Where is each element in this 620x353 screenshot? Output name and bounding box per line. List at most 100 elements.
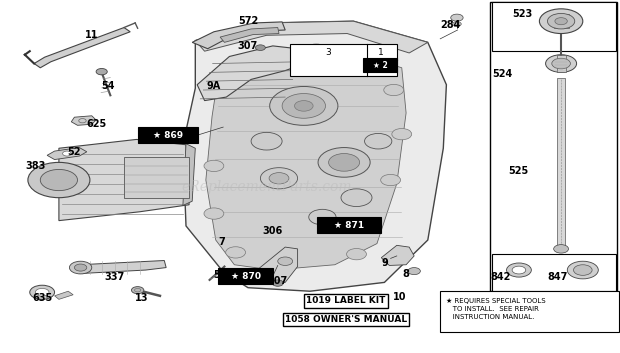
- Circle shape: [74, 264, 87, 271]
- Bar: [554, 14, 569, 28]
- Polygon shape: [220, 28, 279, 42]
- Polygon shape: [47, 148, 87, 160]
- Text: 9: 9: [381, 258, 388, 268]
- Text: 572: 572: [238, 16, 258, 26]
- Text: 337: 337: [105, 272, 125, 282]
- Text: 1: 1: [378, 48, 384, 58]
- Polygon shape: [206, 50, 406, 270]
- Bar: [363, 58, 397, 72]
- Bar: [492, 2, 616, 51]
- Text: ★ 2: ★ 2: [373, 61, 388, 70]
- Text: eReplacementParts.com: eReplacementParts.com: [182, 180, 352, 194]
- Bar: [290, 44, 397, 76]
- Text: 7: 7: [219, 237, 225, 247]
- Text: 54: 54: [102, 82, 115, 91]
- Polygon shape: [55, 291, 73, 299]
- Circle shape: [269, 173, 289, 184]
- Text: 307: 307: [238, 41, 258, 51]
- Circle shape: [512, 266, 526, 274]
- Circle shape: [451, 14, 463, 21]
- Text: 842: 842: [491, 272, 511, 282]
- Polygon shape: [195, 21, 428, 53]
- Text: 625: 625: [86, 119, 106, 128]
- Polygon shape: [183, 144, 195, 205]
- Circle shape: [243, 52, 268, 66]
- Circle shape: [365, 133, 392, 149]
- Polygon shape: [183, 21, 446, 291]
- Polygon shape: [59, 139, 189, 221]
- Text: 13: 13: [135, 293, 148, 303]
- Bar: [557, 55, 566, 72]
- Text: 306: 306: [263, 226, 283, 236]
- Bar: [557, 78, 565, 251]
- Text: 525: 525: [508, 166, 528, 176]
- Circle shape: [235, 58, 255, 69]
- Bar: [138, 127, 198, 143]
- Circle shape: [35, 288, 49, 296]
- Circle shape: [282, 94, 326, 118]
- Circle shape: [28, 162, 90, 198]
- Circle shape: [329, 154, 360, 171]
- Circle shape: [546, 55, 577, 72]
- Circle shape: [131, 287, 144, 294]
- Text: 284: 284: [440, 20, 460, 30]
- Circle shape: [362, 57, 382, 68]
- Circle shape: [300, 49, 320, 60]
- Circle shape: [547, 13, 575, 29]
- Circle shape: [272, 280, 283, 286]
- Polygon shape: [197, 46, 310, 101]
- Circle shape: [347, 249, 366, 260]
- Circle shape: [272, 257, 292, 269]
- Text: ★ 871: ★ 871: [334, 221, 365, 229]
- Polygon shape: [71, 116, 96, 125]
- Circle shape: [384, 84, 404, 96]
- Circle shape: [552, 58, 570, 69]
- Text: 1019 LABEL KIT: 1019 LABEL KIT: [306, 296, 386, 305]
- Circle shape: [392, 128, 412, 140]
- Bar: [440, 291, 619, 332]
- Circle shape: [539, 9, 583, 34]
- Circle shape: [408, 268, 420, 275]
- Circle shape: [304, 44, 329, 58]
- Bar: [490, 2, 617, 291]
- Text: 5: 5: [214, 270, 220, 280]
- Circle shape: [96, 68, 107, 75]
- Text: 9A: 9A: [207, 82, 221, 91]
- Text: 3: 3: [382, 63, 387, 72]
- Text: 524: 524: [492, 69, 512, 79]
- Bar: [218, 268, 273, 284]
- Circle shape: [226, 247, 246, 258]
- Circle shape: [278, 257, 293, 265]
- Bar: [317, 217, 381, 233]
- Circle shape: [574, 265, 592, 275]
- Text: 10: 10: [393, 292, 407, 301]
- Circle shape: [381, 174, 401, 186]
- Text: 8: 8: [402, 269, 410, 279]
- Polygon shape: [192, 22, 285, 49]
- Bar: [124, 157, 189, 198]
- Circle shape: [204, 208, 224, 219]
- Text: 52: 52: [68, 147, 81, 157]
- Circle shape: [341, 189, 372, 207]
- Circle shape: [318, 148, 370, 177]
- Circle shape: [453, 22, 461, 26]
- Text: 11: 11: [85, 30, 99, 40]
- Text: 307: 307: [267, 276, 287, 286]
- Circle shape: [294, 101, 313, 111]
- Circle shape: [309, 209, 336, 225]
- Circle shape: [270, 86, 338, 125]
- Bar: [492, 254, 616, 291]
- Circle shape: [260, 168, 298, 189]
- Text: 383: 383: [26, 161, 46, 171]
- Text: 635: 635: [32, 293, 52, 303]
- Polygon shape: [381, 245, 414, 265]
- Circle shape: [204, 160, 224, 172]
- Circle shape: [251, 132, 282, 150]
- Text: ★ REQUIRES SPECIAL TOOLS
   TO INSTALL.  SEE REPAIR
   INSTRUCTION MANUAL.: ★ REQUIRES SPECIAL TOOLS TO INSTALL. SEE…: [446, 298, 546, 320]
- Circle shape: [30, 285, 55, 299]
- Circle shape: [40, 169, 78, 191]
- Polygon shape: [259, 247, 298, 284]
- Polygon shape: [34, 28, 130, 68]
- Text: 3: 3: [326, 48, 332, 58]
- Circle shape: [554, 245, 569, 253]
